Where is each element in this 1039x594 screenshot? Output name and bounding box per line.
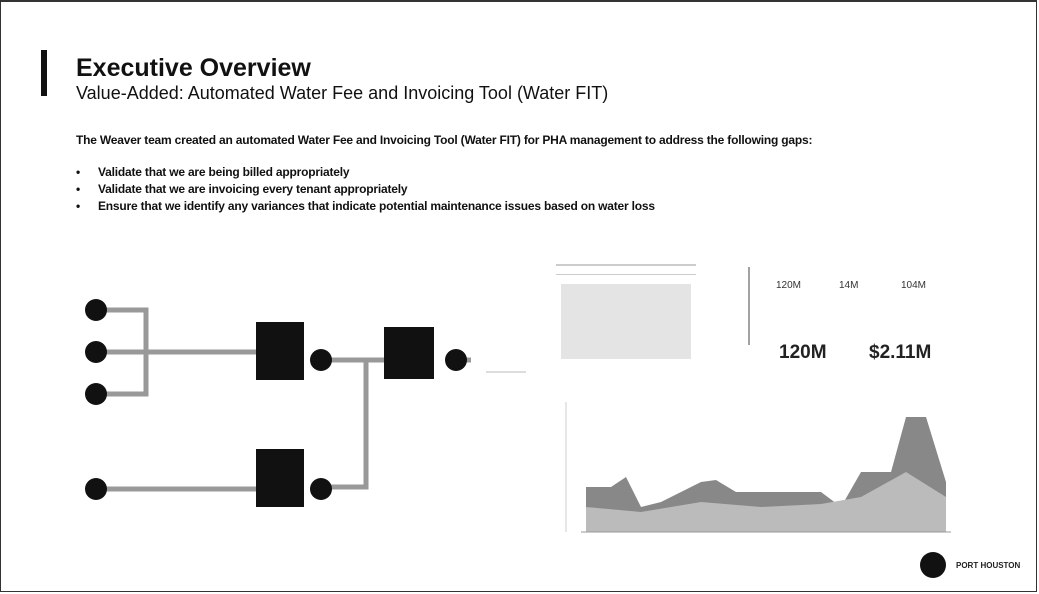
kpi-large: $2.11M xyxy=(869,342,931,364)
bullet: Ensure that we identify any variances th… xyxy=(76,198,655,215)
kpi-small: 104M xyxy=(901,280,926,291)
pumps xyxy=(85,299,467,507)
title-bar xyxy=(41,50,47,96)
kpi-large: 120M xyxy=(779,342,827,364)
bullet: Validate that we are invoicing every ten… xyxy=(76,181,655,198)
bullet-list: Validate that we are being billed approp… xyxy=(76,164,655,215)
subtitle: Value-Added: Automated Water Fee and Inv… xyxy=(76,83,608,104)
title: Executive Overview xyxy=(76,54,311,83)
intro-text: The Weaver team created an automated Wat… xyxy=(76,133,956,147)
table-placeholder xyxy=(556,264,696,359)
area-chart-placeholder xyxy=(566,402,951,532)
bullet: Validate that we are being billed approp… xyxy=(76,164,655,181)
logo-icon xyxy=(920,552,946,578)
logo-text: PORT HOUSTON xyxy=(956,561,1020,570)
kpi-small: 14M xyxy=(839,280,858,291)
kpi-small: 120M xyxy=(776,280,801,291)
slide: Executive Overview Value-Added: Automate… xyxy=(0,0,1037,592)
